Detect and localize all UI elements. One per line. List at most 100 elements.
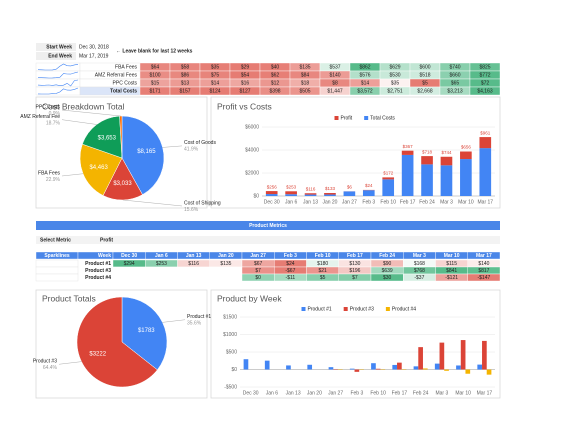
slice-label: $3,033	[113, 181, 132, 187]
x-tick-label: Jan 20	[322, 199, 337, 205]
bar	[362, 190, 375, 196]
bar	[486, 369, 492, 375]
start-value[interactable]: Dec 30, 2018	[79, 44, 109, 50]
sparkline	[37, 79, 79, 87]
header-text: Feb 24	[379, 253, 395, 259]
x-tick-label: Feb 3	[350, 390, 363, 396]
bar	[285, 191, 297, 195]
cell-value: $740	[449, 64, 460, 70]
data-label: $744	[441, 150, 452, 155]
bar	[434, 363, 440, 370]
cell-value: $505	[299, 88, 310, 94]
x-tick-label: Dec 30	[264, 199, 280, 205]
leader-line	[122, 199, 183, 207]
row-label: PPC Costs	[113, 80, 138, 86]
legend-swatch	[334, 116, 339, 120]
bar	[456, 365, 461, 370]
cell-value: $253	[156, 261, 167, 267]
row-label: Product #3	[85, 268, 111, 274]
bar	[465, 369, 471, 374]
banner	[36, 221, 500, 230]
cell-value: $35	[391, 80, 400, 86]
cell-value: $54	[241, 72, 250, 78]
label-cell	[36, 52, 76, 60]
cell-value: $16	[241, 80, 250, 86]
bar	[265, 194, 278, 196]
cell-value: $817	[478, 268, 489, 274]
end-value[interactable]: Mar 17, 2019	[79, 53, 109, 59]
slice-percent: 18.7%	[46, 121, 61, 127]
data-label: $961	[480, 130, 491, 135]
cell-value: $86	[181, 72, 190, 78]
cell-value: $140	[478, 261, 489, 267]
header-cell	[467, 251, 501, 260]
panel-title: Product Totals	[42, 293, 96, 303]
heat-cell	[209, 266, 243, 275]
bar	[482, 340, 487, 370]
x-tick-label: Feb 24	[413, 390, 429, 396]
cell-value: $29	[241, 64, 250, 70]
leader-line	[162, 319, 186, 323]
bar	[343, 191, 356, 196]
bar	[264, 360, 270, 370]
metric-value[interactable]: Profit	[100, 237, 113, 243]
cell-value: $157	[179, 88, 190, 94]
row-label: Product #1	[85, 261, 111, 267]
cell-value: $124	[209, 88, 220, 94]
x-tick-label: Jan 13	[303, 199, 318, 205]
slice-category: Product #3	[33, 359, 57, 365]
y-tick-label: $1000	[223, 332, 237, 338]
cell-value: $65	[451, 80, 460, 86]
cell-value: $398	[269, 88, 280, 94]
bar	[477, 364, 483, 370]
cell-value: $825	[479, 64, 490, 70]
cell-value: $660	[449, 72, 460, 78]
bar	[421, 156, 433, 165]
heat-cell	[177, 273, 210, 282]
cell-value: $13	[181, 80, 190, 86]
row-label: Total Costs	[110, 88, 137, 94]
end-label: End Week	[48, 53, 72, 59]
x-tick-label: Mar 17	[477, 390, 493, 396]
slice-percent: 35.6%	[187, 321, 202, 327]
bar	[418, 347, 423, 370]
bar	[307, 364, 313, 370]
slice-category: PPC Costs	[36, 104, 61, 110]
header-text: Feb 17	[347, 253, 363, 259]
banner-text: Product Metrics	[249, 223, 287, 229]
cell-value: $30	[383, 275, 392, 281]
cell-value: $0	[255, 275, 261, 281]
legend-swatch	[364, 116, 369, 120]
sparkline	[37, 71, 79, 79]
panel-title: Product by Week	[217, 293, 282, 303]
x-tick-label: Jan 27	[328, 390, 343, 396]
sparkline-cell	[35, 273, 79, 282]
bar	[444, 369, 449, 371]
cell-value: $100	[149, 72, 160, 78]
y-tick-label: $6000	[245, 124, 259, 130]
cell-value: $64	[151, 64, 160, 70]
bar	[460, 151, 472, 160]
cell-value: $3,213	[447, 88, 463, 94]
header-text: Feb 3	[284, 253, 297, 259]
legend-label: Product #3	[350, 306, 374, 312]
data-label: $116	[306, 186, 316, 191]
cell-value: $168	[414, 261, 425, 267]
x-tick-label: Feb 17	[392, 390, 408, 396]
cell-value: $58	[181, 64, 190, 70]
bar	[324, 194, 336, 196]
slice-label: $3222	[89, 351, 106, 357]
cell-value: $72	[481, 80, 490, 86]
bar	[460, 159, 472, 196]
leader-line	[61, 109, 121, 117]
x-tick-label: Mar 3	[435, 390, 448, 396]
cell-value: $90	[383, 261, 392, 267]
header-text: Dec 30	[121, 253, 137, 259]
bar	[371, 363, 376, 370]
cell-value: $5	[422, 80, 428, 86]
cell-value: $530	[389, 72, 400, 78]
bar	[397, 362, 402, 370]
cell-value: $15	[151, 80, 160, 86]
sparkline-cell	[35, 266, 79, 275]
